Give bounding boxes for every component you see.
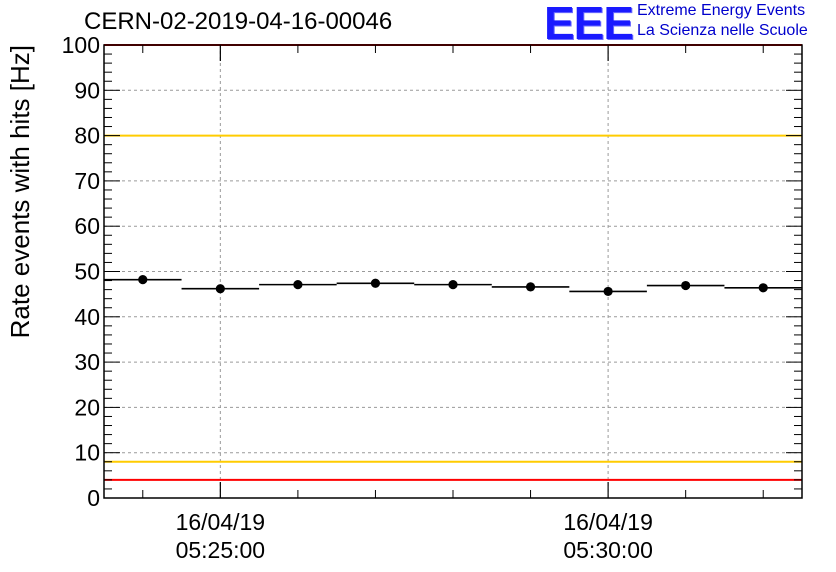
axes: 010203040506070809010016/04/1905:25:0016… [62,32,803,563]
data-point [603,286,613,297]
y-tick-label: 40 [74,304,100,330]
x-tick-label-time: 05:30:00 [563,537,653,563]
x-tick-label-date: 16/04/19 [563,509,653,535]
logo-subtitle-line2: La Scienza nelle Scuole [637,22,808,39]
data-point [293,280,303,290]
x-tick-label-time: 05:25:00 [176,537,266,563]
limit-lines [104,44,802,481]
eee-logo: EEE Extreme Energy Events La Scienza nel… [544,0,834,49]
x-tick-label-date: 16/04/19 [176,509,266,535]
y-tick-label: 20 [74,394,100,420]
eee-logo-mark: EEE [544,0,634,49]
logo-subtitle-line1: Extreme Energy Events [637,2,806,19]
data-point [525,282,536,292]
y-tick-label: 100 [62,32,100,58]
data-point [138,275,148,285]
y-tick-label: 0 [87,485,100,511]
y-tick-label: 30 [74,349,100,375]
y-axis-label: Rate events with hits [Hz] [5,45,35,338]
data-point [370,278,381,288]
run-title: CERN-02-2019-04-16-00046 [84,8,393,35]
y-tick-label: 60 [74,213,100,239]
y-tick-label: 70 [74,168,100,194]
data-point [215,284,225,294]
data-point [448,280,458,290]
data-point [758,283,768,293]
grid [104,45,802,498]
data-series [104,275,802,297]
y-tick-label: 80 [74,123,100,149]
y-tick-label: 10 [74,440,100,466]
data-point [681,280,691,291]
y-tick-label: 50 [74,259,100,285]
y-tick-label: 90 [74,77,100,103]
